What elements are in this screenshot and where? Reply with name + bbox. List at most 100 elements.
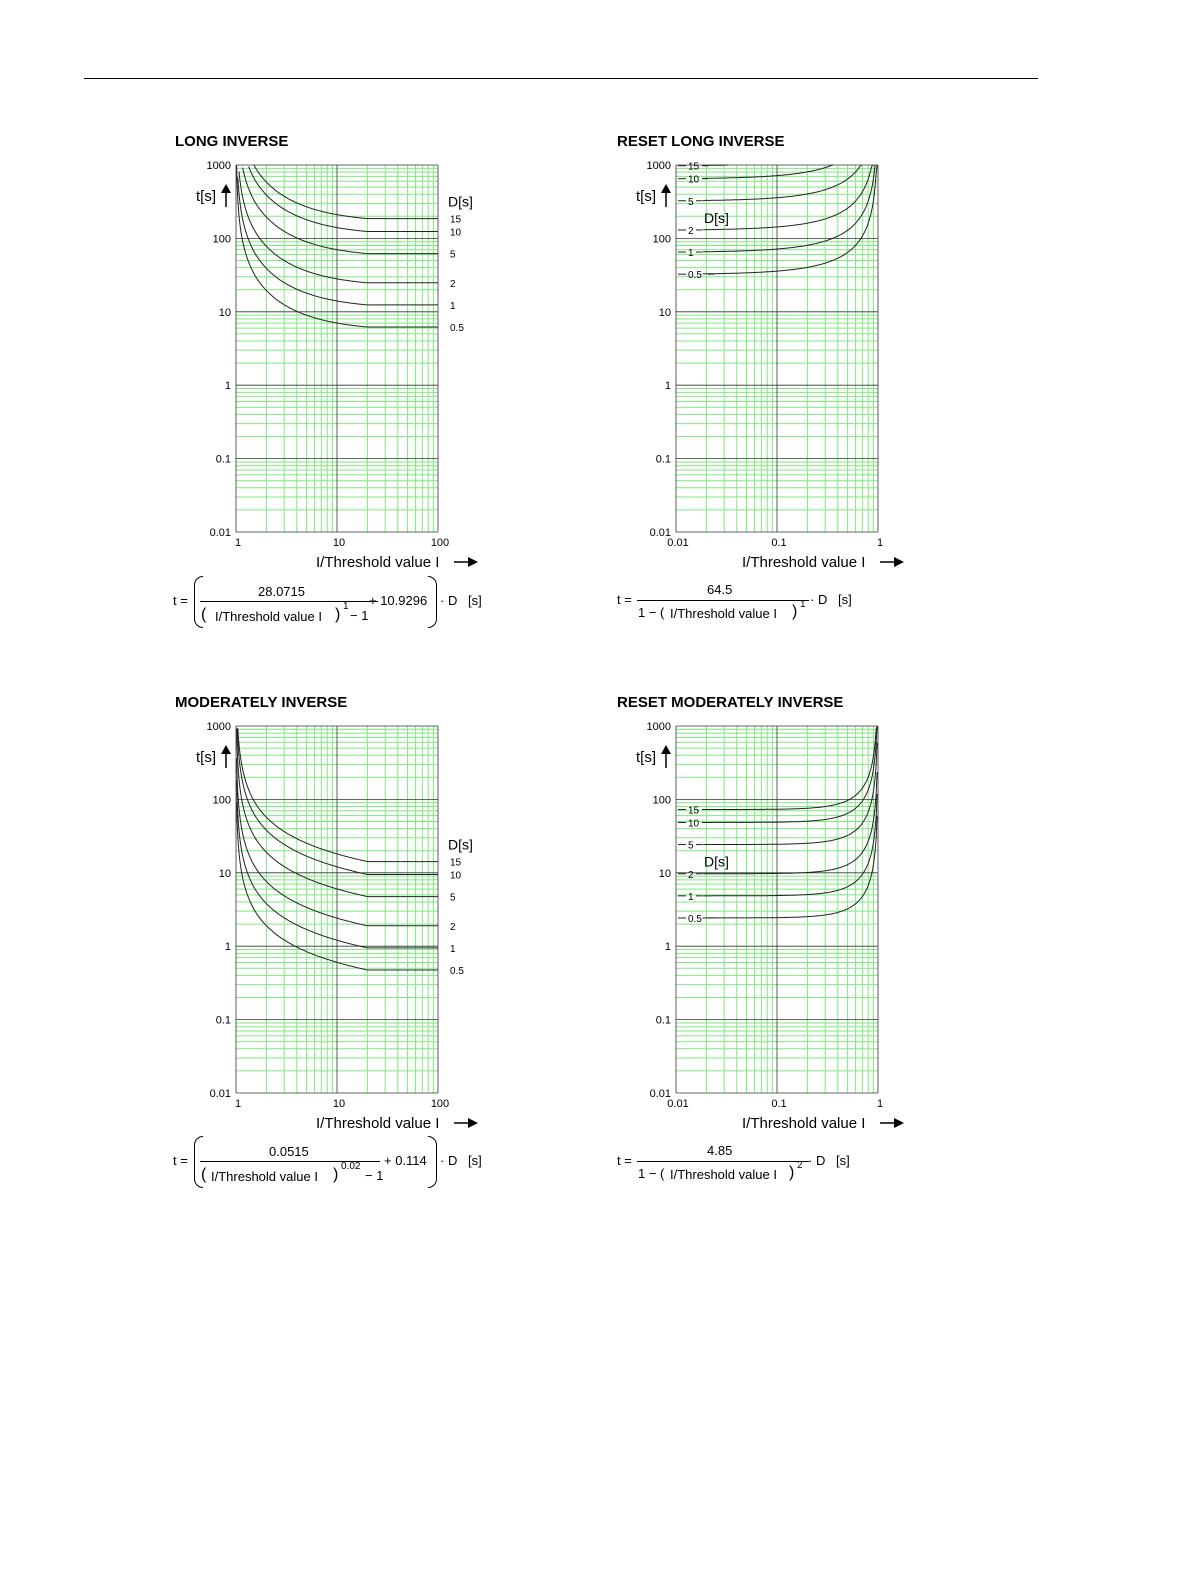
formula-suffix: · D — [810, 592, 828, 607]
formula-fraction-bar — [200, 601, 378, 602]
formula-denom-close: ) — [792, 603, 798, 620]
formula-denom-open: ( — [201, 1166, 207, 1183]
series-label: 5 — [450, 250, 456, 261]
x-tick-label: 10 — [333, 537, 345, 549]
series-label: 0.5 — [450, 323, 464, 334]
y-axis-arrow-head — [221, 184, 231, 193]
formula-prefix: t = — [173, 593, 188, 608]
formula-minus: − 1 — [365, 1168, 384, 1183]
formula-moderately-inverse: t = 0.0515 ( I/Threshold value I ) 0.02 … — [173, 1134, 493, 1190]
formula-suffix: · D — [808, 1153, 826, 1168]
header-rule — [84, 78, 1038, 79]
series-line-D15 — [237, 728, 438, 863]
y-tick-label: 0.01 — [210, 527, 231, 539]
y-tick-label: 100 — [653, 233, 671, 245]
formula-plus: + 0.114 — [384, 1153, 427, 1168]
formula-prefix: t = — [617, 592, 632, 607]
y-tick-label: 100 — [213, 233, 231, 245]
formula-denominator: I/Threshold value I — [670, 606, 777, 621]
x-axis-label: I/Threshold value I — [742, 1115, 865, 1132]
series-line-D10 — [702, 164, 834, 179]
series-label: 1 — [688, 892, 694, 903]
formula-close-paren — [428, 1136, 437, 1188]
formula-unit: [s] — [468, 1153, 482, 1168]
formula-plus: + 10.9296 — [369, 593, 428, 608]
y-tick-label: 1 — [665, 941, 671, 953]
formula-numerator: 0.0515 — [269, 1144, 309, 1159]
formula-denom-close: ) — [335, 606, 341, 623]
formula-long-inverse: t = 28.0715 ( I/Threshold value I ) 1 − … — [173, 574, 493, 630]
grid — [675, 725, 879, 1094]
formula-fraction-bar — [637, 600, 809, 601]
series-label: 10 — [450, 228, 462, 239]
curves — [236, 164, 438, 328]
series-label: 15 — [688, 806, 700, 817]
formula-exponent: 1 — [800, 599, 806, 610]
series-label: 2 — [450, 922, 456, 933]
formula-denom-close: ) — [333, 1166, 339, 1183]
series-label: 1 — [450, 301, 456, 312]
x-tick-label: 1 — [235, 537, 241, 549]
series-line-D1 — [702, 164, 876, 253]
formula-numerator: 4.85 — [707, 1143, 733, 1158]
formula-minus: − 1 — [350, 608, 369, 623]
formula-suffix: · D — [440, 593, 458, 608]
y-tick-label: 1000 — [207, 721, 231, 733]
series-label: 10 — [688, 818, 700, 829]
formula-close-paren — [428, 576, 437, 628]
series-label: 0.5 — [688, 270, 702, 281]
legend-title: D[s] — [448, 194, 473, 210]
series-line-D0.5 — [236, 165, 438, 328]
x-tick-label: 100 — [431, 537, 449, 549]
y-axis-label: t[s] — [196, 749, 216, 766]
series-line-D1 — [236, 780, 438, 949]
chart-moderately-inverse: 0.01 0.1 1 10 100 1000 1 10 100 t[s] I/Threshold v… — [196, 721, 478, 1132]
legend-title: D[s] — [704, 210, 729, 226]
formula-denominator: I/Threshold value I — [215, 609, 322, 624]
formula-unit: [s] — [468, 593, 482, 608]
grid — [675, 164, 879, 533]
formula-denom-pre: 1 − ( — [638, 1166, 665, 1181]
x-tick-label: 0.1 — [771, 537, 786, 549]
y-tick-label: 0.1 — [216, 1015, 231, 1027]
y-tick-label: 100 — [213, 794, 231, 806]
x-tick-label: 0.01 — [667, 537, 688, 549]
grid — [235, 725, 439, 1094]
series-label: 0.5 — [450, 966, 464, 977]
series-label: 1 — [450, 944, 456, 955]
curves — [678, 164, 878, 275]
x-tick-label: 0.1 — [771, 1098, 786, 1110]
x-axis-arrow-head — [468, 557, 478, 567]
series-line-D1 — [237, 177, 438, 306]
y-tick-label: 1 — [225, 941, 231, 953]
series-line-D5 — [702, 164, 862, 201]
series-line-D2 — [702, 771, 878, 875]
formula-exponent: 1 — [343, 601, 349, 612]
chart-reset-moderately-inverse: 0.01 0.1 1 10 100 1000 0.01 0.1 1 t[s] I/Threshold… — [636, 721, 904, 1132]
grid — [235, 164, 439, 533]
y-tick-label: 1 — [665, 380, 671, 392]
series-line-D0.5 — [702, 816, 878, 919]
y-axis-label: t[s] — [636, 188, 656, 205]
formula-reset-moderately-inverse: t = 4.85 1 − ( I/Threshold value I ) 2 ·… — [617, 1138, 877, 1188]
formula-denominator: I/Threshold value I — [211, 1169, 318, 1184]
curves — [678, 725, 878, 919]
formula-unit: [s] — [836, 1153, 850, 1168]
formula-numerator: 64.5 — [707, 582, 733, 597]
x-axis-arrow-head — [894, 1118, 904, 1128]
series-line-D5 — [236, 728, 438, 898]
formula-denom-open: ( — [201, 606, 207, 623]
y-axis-label: t[s] — [636, 749, 656, 766]
y-tick-label: 0.01 — [650, 1088, 671, 1100]
series-label: 2 — [688, 870, 694, 881]
series-label: 10 — [688, 175, 700, 186]
formula-prefix: t = — [173, 1153, 188, 1168]
series-label: 10 — [450, 871, 462, 882]
series-line-D15 — [253, 164, 438, 220]
series-label: 15 — [688, 162, 700, 173]
formula-exponent: 0.02 — [341, 1161, 361, 1172]
y-tick-label: 1 — [225, 380, 231, 392]
chart-title-reset-moderately-inverse: RESET MODERATELY INVERSE — [617, 694, 844, 711]
formula-denominator: I/Threshold value I — [670, 1167, 777, 1182]
y-tick-label: 10 — [219, 868, 231, 880]
